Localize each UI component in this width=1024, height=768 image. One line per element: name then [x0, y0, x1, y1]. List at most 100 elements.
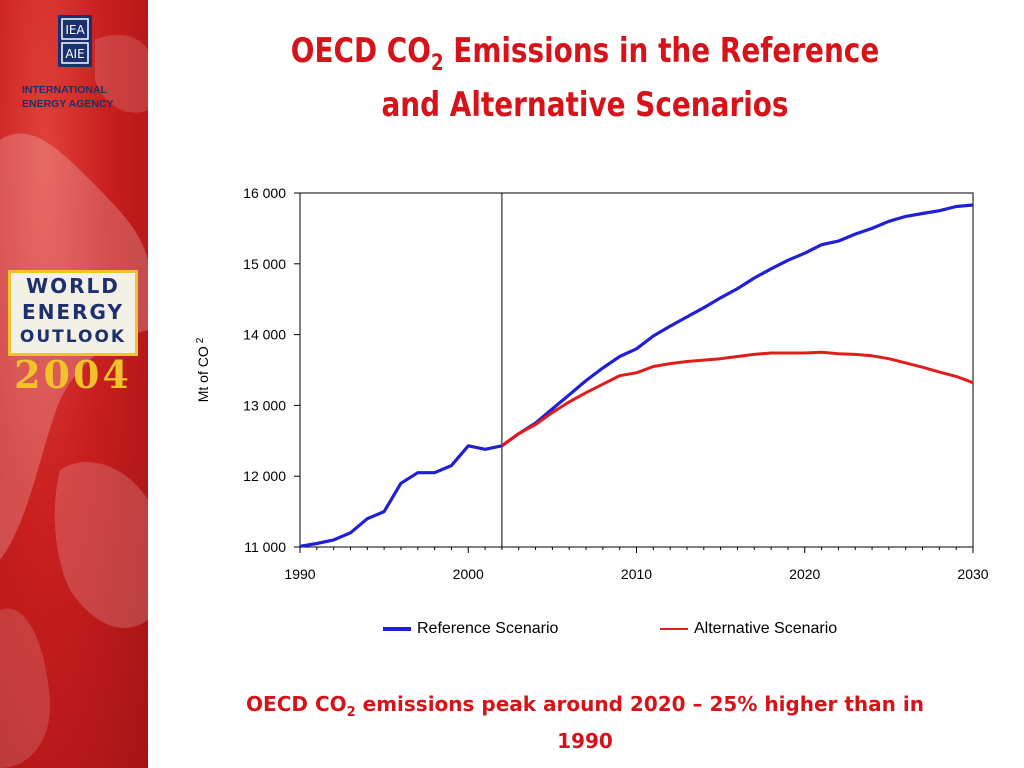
agency-name-line2: ENERGY AGENCY — [22, 98, 114, 110]
alternative-data-point — [871, 355, 873, 357]
alternative-data-point — [635, 372, 638, 374]
svg-text:IEA: IEA — [65, 23, 85, 37]
title-subscript: 2 — [430, 49, 444, 76]
alternative-data-point — [888, 357, 890, 360]
reference-data-point — [837, 240, 840, 242]
weo-line1: WORLD — [26, 274, 120, 298]
reference-data-point — [433, 471, 436, 474]
alternative-data-point — [534, 423, 537, 426]
reference-data-point — [803, 252, 806, 254]
reference-data-point — [332, 539, 335, 541]
svg-text:AIE: AIE — [65, 47, 84, 61]
y-tick-label: 13 000 — [243, 397, 286, 413]
alternative-data-point — [669, 362, 671, 365]
alternative-data-point — [854, 353, 857, 356]
reference-data-point — [686, 316, 688, 318]
alternative-data-point — [837, 352, 840, 355]
y-tick-label: 15 000 — [243, 256, 286, 272]
reference-data-point — [450, 464, 453, 467]
y-tick-label: 12 000 — [243, 468, 286, 484]
y-tick-label: 11 000 — [244, 539, 286, 555]
reference-data-point — [635, 347, 638, 350]
reference-data-point — [888, 220, 890, 223]
reference-data-point — [669, 325, 671, 327]
reference-data-point — [871, 227, 873, 230]
alternative-data-point — [820, 351, 823, 354]
reference-data-point — [652, 335, 655, 337]
reference-data-point — [972, 204, 974, 206]
reference-data-point — [568, 393, 570, 396]
alternative-data-point — [501, 444, 503, 447]
legend-label-alternative: Alternative Scenario — [694, 620, 838, 637]
iea-logo: IEA AIE — [58, 15, 92, 67]
y-tick-label: 16 000 — [243, 185, 286, 201]
reference-data-point — [854, 233, 857, 235]
alternative-data-point — [686, 360, 688, 363]
title-part2: Emissions in the Reference — [443, 31, 880, 71]
alternative-data-point — [703, 359, 705, 361]
caption-line1: OECD CO2 emissions peak around 2020 – 25… — [160, 690, 1010, 727]
alternative-data-point — [602, 383, 604, 385]
reference-data-point — [366, 517, 369, 520]
reference-data-point — [787, 259, 789, 262]
alternative-data-point — [517, 432, 520, 435]
weo-logo: WORLD ENERGY OUTLOOK 2004 — [8, 270, 138, 397]
reference-data-point — [299, 545, 301, 548]
x-tick-label: 1990 — [284, 566, 315, 582]
reference-data-point — [904, 215, 907, 218]
x-tick-label: 2000 — [453, 566, 484, 582]
alternative-data-point — [618, 374, 621, 377]
legend-item-alternative: Alternative Scenario — [660, 620, 837, 638]
reference-data-point — [400, 482, 402, 485]
alternative-data-point — [652, 365, 655, 368]
alternative-data-point — [904, 362, 907, 364]
legend-item-reference: Reference Scenario — [383, 620, 558, 638]
weo-year: 2004 — [14, 352, 132, 397]
legend-swatch-reference — [383, 626, 411, 631]
sidebar: IEA AIE INTERNATIONAL ENERGY AGENCY WORL… — [0, 0, 148, 768]
reference-data-point — [719, 296, 722, 299]
alternative-data-point — [736, 355, 739, 358]
caption-subscript: 2 — [346, 705, 356, 720]
reference-data-point — [416, 471, 419, 474]
legend-swatch-alternative — [660, 627, 688, 630]
x-tick-label: 2020 — [789, 566, 820, 582]
reference-data-point — [484, 448, 486, 451]
alternative-data-point — [719, 357, 722, 360]
reference-data-point — [753, 277, 756, 279]
legend-label-reference: Reference Scenario — [417, 620, 559, 637]
agency-name: INTERNATIONAL ENERGY AGENCY — [22, 83, 132, 111]
reference-data-point — [921, 212, 924, 215]
caption-part1: OECD CO — [246, 692, 347, 716]
reference-data-point — [618, 355, 621, 358]
slide-caption: OECD CO2 emissions peak around 2020 – 25… — [160, 690, 1010, 755]
agency-name-line1: INTERNATIONAL — [22, 84, 107, 96]
alternative-data-point — [938, 371, 941, 373]
title-line1: OECD CO2 Emissions in the Reference — [237, 30, 934, 84]
reference-data-point — [585, 379, 587, 382]
reference-data-point — [316, 542, 318, 545]
reference-data-point — [736, 287, 739, 290]
x-tick-label: 2030 — [957, 566, 988, 582]
reference-data-point — [349, 532, 352, 534]
alternative-data-point — [753, 353, 756, 356]
alternative-data-point — [787, 352, 789, 354]
alternative-data-point — [803, 352, 806, 354]
emissions-chart: 11 000 12 000 13 000 14 000 15 000 16 000 1990… — [195, 185, 989, 582]
alternative-data-point — [551, 411, 554, 414]
caption-part2: emissions peak around 2020 – 25% higher … — [355, 692, 924, 716]
reference-data-point — [938, 209, 941, 212]
alternative-data-point — [585, 391, 587, 394]
alternative-data-point — [955, 375, 957, 378]
weo-line2: ENERGY — [22, 300, 124, 324]
reference-data-point — [383, 510, 385, 513]
reference-data-point — [703, 306, 705, 309]
caption-line2: 1990 — [557, 729, 613, 753]
alternative-data-point — [921, 366, 924, 368]
plot-area — [299, 192, 974, 548]
reference-data-point — [955, 205, 957, 208]
y-tick-label: 14 000 — [243, 327, 286, 343]
alternative-data-point — [972, 381, 974, 384]
reference-data-point — [602, 367, 604, 369]
y-axis-label-subscript: 2 — [195, 337, 206, 343]
